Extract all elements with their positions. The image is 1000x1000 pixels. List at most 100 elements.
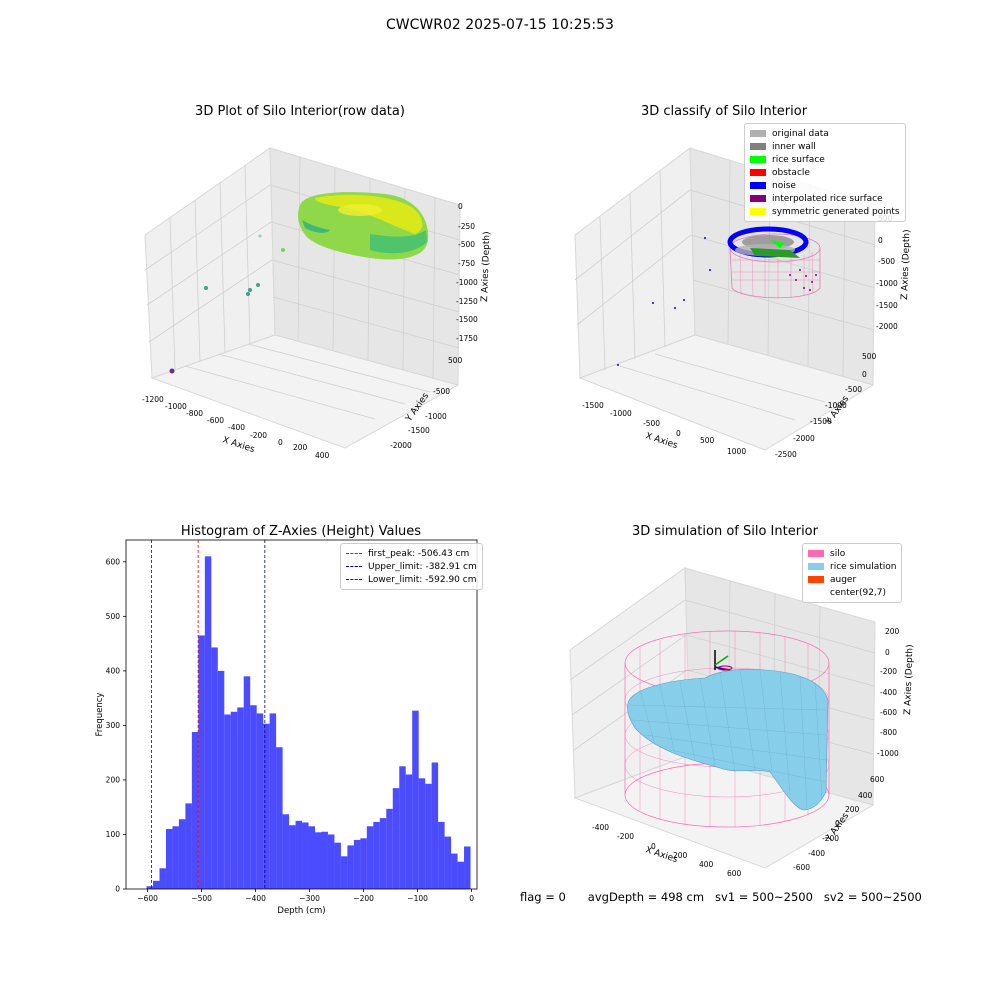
svg-text:-400: -400 [228, 423, 245, 432]
svg-text:500: 500 [700, 436, 715, 445]
svg-text:-600: -600 [793, 863, 810, 872]
svg-text:-1000: -1000 [456, 278, 478, 287]
svg-text:600: 600 [727, 869, 742, 878]
classify-legend-item: inner wall [750, 140, 900, 153]
histogram-legend-line [346, 566, 362, 567]
simulation-legend-item: silo [808, 547, 896, 560]
y-tick-label: 200 [106, 775, 121, 784]
simulation-legend-label: auger [830, 574, 857, 585]
status-footer: flag = 0 avgDepth = 498 cm sv1 = 500~250… [520, 890, 922, 904]
svg-text:-600: -600 [880, 708, 897, 717]
histogram-bar [444, 836, 452, 889]
histogram-bar [308, 826, 315, 889]
y-tick-label: 100 [106, 830, 121, 839]
histogram-bar [302, 822, 309, 889]
x-tick-label: −400 [245, 894, 266, 903]
svg-text:600: 600 [870, 775, 885, 784]
classify-legend-swatch [750, 208, 766, 215]
svg-text:-2000: -2000 [390, 441, 412, 450]
svg-text:-200: -200 [880, 667, 897, 676]
classify-legend: original data inner wall rice surface obsta… [744, 123, 906, 222]
svg-text:-400: -400 [808, 849, 825, 858]
x-tick-label: −200 [353, 894, 374, 903]
classify-legend-item: interpolated rice surface [750, 192, 900, 205]
simulation-zlabel: Z Axies (Depth) [903, 644, 915, 715]
histogram-bar [360, 838, 367, 889]
classify-point-cloud [617, 226, 821, 366]
svg-text:200: 200 [293, 443, 308, 452]
simulation-xlabel: X Axies [644, 845, 679, 865]
classify-legend-label: interpolated rice surface [772, 193, 883, 204]
svg-text:500: 500 [862, 352, 877, 361]
classify-legend-label: noise [772, 180, 796, 191]
raw-point-cloud [298, 192, 429, 260]
svg-text:0: 0 [278, 438, 283, 447]
svg-text:0: 0 [835, 819, 840, 828]
histogram-bar [431, 762, 439, 889]
histogram-bar [256, 713, 264, 889]
histogram-frame [125, 539, 478, 890]
classify-legend-label: rice surface [772, 154, 825, 165]
classify-zlabel: Z Axies (Depth) [900, 229, 912, 300]
svg-text:-500: -500 [845, 385, 862, 394]
simulation-legend-label: silo [830, 548, 846, 559]
histogram-bar [405, 774, 413, 889]
histogram-legend-label: Lower_limit: -592.90 cm [368, 574, 477, 585]
histogram-bar [392, 788, 400, 889]
histogram-bar [315, 832, 322, 889]
histogram-legend-item: Lower_limit: -592.90 cm [346, 573, 477, 586]
svg-text:400: 400 [315, 451, 330, 460]
simulation-legend-label: center(92,7) [830, 587, 887, 598]
svg-text:-200: -200 [617, 832, 634, 841]
svg-text:-250: -250 [458, 222, 475, 231]
svg-text:-800: -800 [880, 728, 897, 737]
svg-text:-1000: -1000 [876, 279, 898, 288]
histogram-chart: −600 −500 −400 −300 −200 −100 0 0 100 200 300 400 50… [95, 539, 478, 916]
flag-text: flag = 0 [520, 890, 566, 904]
histogram-xlabel: Depth (cm) [277, 906, 325, 916]
histogram-bar [464, 846, 471, 889]
svg-text:-200: -200 [250, 431, 267, 440]
simulation-legend-swatch [808, 550, 824, 557]
svg-text:200: 200 [673, 851, 688, 860]
svg-text:400: 400 [858, 791, 873, 800]
histogram-bar [191, 731, 199, 889]
svg-text:-200: -200 [822, 834, 839, 843]
y-tick-label: 500 [106, 612, 121, 621]
sv1-text: sv1 = 500~2500 [715, 890, 813, 904]
svg-text:-1000: -1000 [877, 749, 899, 758]
histogram-bar [217, 670, 225, 889]
simulation-legend: silo rice simulation auger center(92,7) [802, 543, 903, 603]
histogram-bar [230, 711, 238, 889]
raw-zlabel: Z Axies (Depth) [480, 231, 492, 302]
simulation-rice-surface [627, 668, 829, 811]
svg-text:-2000: -2000 [793, 434, 815, 443]
classify-xlabel: X Axies [644, 431, 679, 451]
svg-text:-500: -500 [458, 240, 475, 249]
svg-text:-1500: -1500 [456, 315, 478, 324]
svg-text:-1000: -1000 [610, 409, 632, 418]
histogram-bar [237, 707, 244, 889]
raw-plot-title: 3D Plot of Silo Interior(row data) [195, 104, 405, 119]
avg-depth-text: avgDepth = 498 cm [587, 890, 705, 904]
simulation-legend-swatch [808, 576, 824, 583]
svg-text:200: 200 [885, 627, 900, 636]
classify-legend-swatch [750, 156, 766, 163]
svg-text:0: 0 [878, 236, 883, 245]
svg-text:0: 0 [862, 370, 867, 379]
histogram-bar [412, 710, 419, 889]
svg-text:-1500: -1500 [876, 301, 898, 310]
classify-legend-item: obstacle [750, 166, 900, 179]
histogram-bar [379, 818, 387, 889]
svg-text:-1200: -1200 [142, 395, 164, 404]
histogram-bar [373, 821, 380, 889]
auger-icon [714, 650, 733, 671]
svg-text:-800: -800 [186, 409, 203, 418]
svg-text:400: 400 [699, 860, 714, 869]
histogram-bar [334, 842, 341, 889]
svg-text:-1000: -1000 [825, 401, 847, 410]
svg-text:200: 200 [845, 805, 860, 814]
simulation-legend-item: auger [808, 573, 896, 586]
histogram-bar [353, 839, 361, 889]
